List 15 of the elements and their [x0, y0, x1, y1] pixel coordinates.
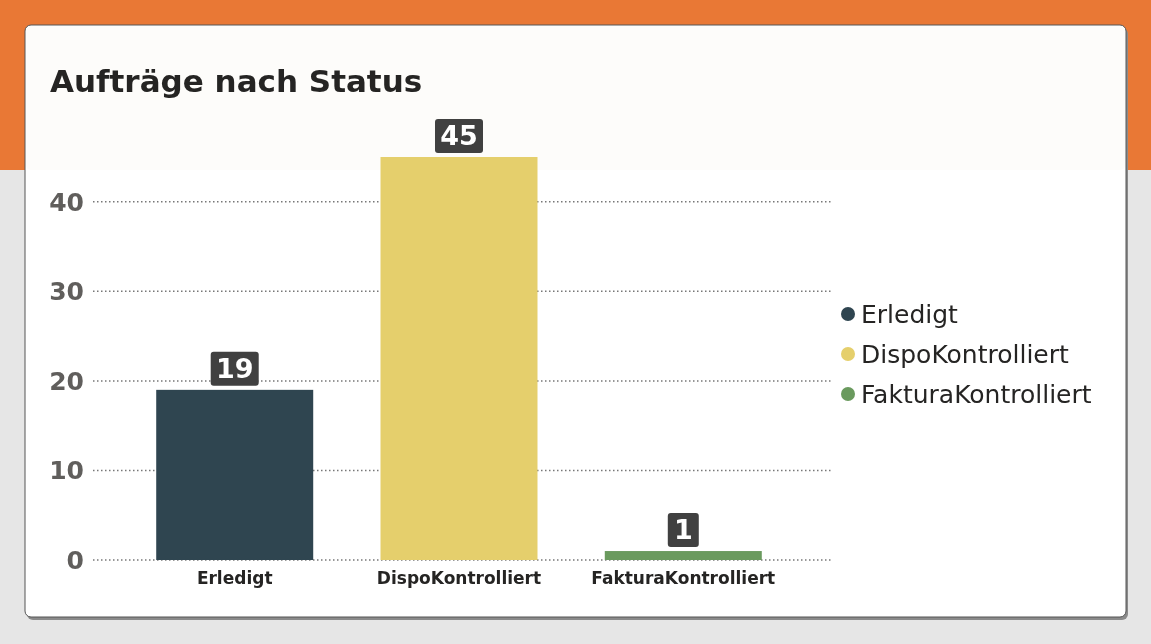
- y-tick-label: 30: [49, 277, 84, 307]
- y-tick-label: 10: [49, 456, 84, 486]
- legend-label: DispoKontrolliert: [861, 340, 1069, 369]
- chart-title: Aufträge nach Status: [50, 63, 423, 99]
- x-tick-label: Erledigt: [196, 568, 273, 588]
- legend-label: FakturaKontrolliert: [861, 380, 1092, 409]
- y-tick-label: 40: [49, 187, 84, 217]
- data-label: 1: [673, 514, 693, 546]
- legend-label: Erledigt: [861, 300, 959, 329]
- y-tick-label: 20: [49, 366, 84, 396]
- data-label: 19: [215, 352, 254, 384]
- y-tick-label: 0: [66, 546, 84, 575]
- data-label: 45: [440, 120, 478, 151]
- x-tick-label: DispoKontrolliert: [376, 568, 542, 588]
- x-tick-label: FakturaKontrolliert: [591, 568, 776, 588]
